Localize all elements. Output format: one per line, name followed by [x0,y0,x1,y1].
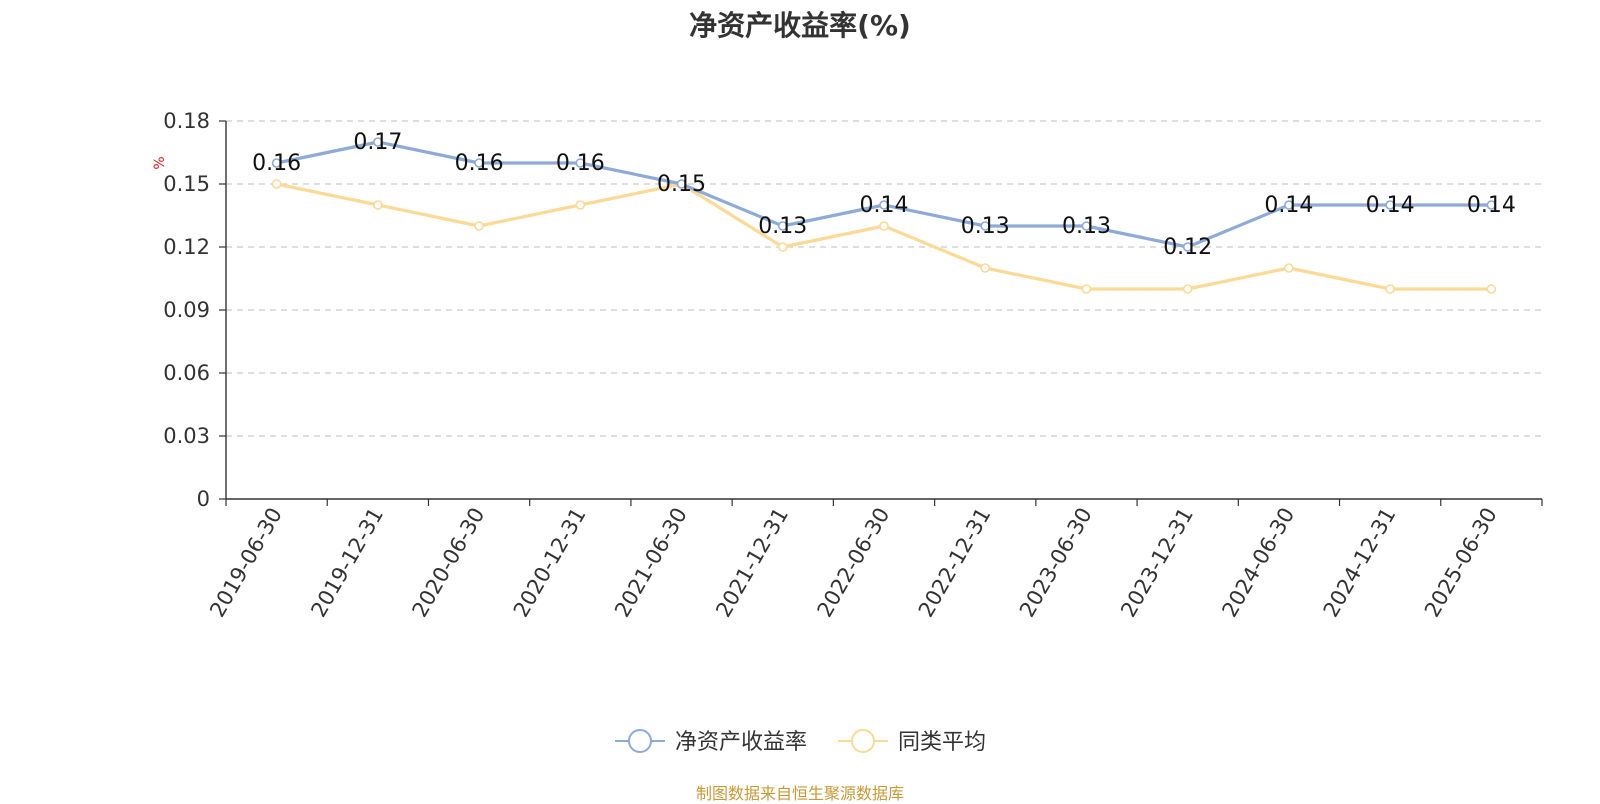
axes [219,120,1543,506]
x-tick-label: 2024-06-30 [1217,504,1299,622]
source-note: 制图数据来自恒生聚源数据库 [695,784,904,803]
data-label: 0.15 [657,172,706,197]
y-tick-label: 0.03 [163,424,210,448]
data-label: 0.16 [556,151,605,176]
legend-marker [851,729,875,753]
data-label: 0.13 [758,214,807,239]
data-label: 0.12 [1163,235,1212,260]
legend-label: 同类平均 [898,730,986,755]
data-point [879,221,889,231]
y-axis-label: % [152,156,168,169]
data-point [777,221,788,231]
x-tick-label: 2021-12-31 [711,504,793,622]
x-tick-label: 2019-12-31 [306,504,388,622]
data-point [980,263,991,273]
data-point [1081,284,1092,294]
y-tick-label: 0.18 [163,109,210,133]
y-tick-label: 0.09 [163,298,210,322]
x-tick-label: 2020-12-31 [509,504,591,622]
data-label: 0.13 [1062,214,1111,239]
data-point [879,200,889,210]
x-tick-label: 2025-06-30 [1420,504,1502,622]
data-point [1081,221,1092,231]
legend-label: 净资产收益率 [675,730,807,755]
data-label: 0.14 [1366,193,1415,218]
x-tick-label: 2020-06-30 [408,503,490,621]
data-label: 0.16 [455,151,504,176]
data-point [676,179,687,189]
data-point [474,221,484,231]
data-label: 0.16 [252,151,301,176]
y-tick-labels: 0 0.03 0.06 0.09 0.12 0.15 0.18 [163,109,210,511]
x-tick-labels: 2019-06-30 2019-12-31 2020-06-30 2020-12-31… [205,503,1502,621]
data-point [373,137,383,147]
data-point [373,200,383,210]
series-0 [271,137,1497,252]
legend-marker [628,729,652,753]
data-label: 0.14 [860,193,909,218]
legend-item-1[interactable]: 同类平均 [838,729,986,755]
x-tick-label: 2023-12-31 [1116,504,1198,622]
x-tick-label: 2019-06-30 [205,504,287,622]
series: 0.16 0.17 0.16 0.16 0.15 0.13 0.14 0.13 0.13 0.12… [252,130,1516,294]
x-tick-label: 2022-12-31 [914,503,996,621]
series-1 [271,179,1497,294]
legend[interactable]: 净资产收益率 同类平均 [615,729,986,755]
legend-item-0[interactable]: 净资产收益率 [615,729,807,755]
data-point [474,158,484,168]
data-label: 0.17 [353,130,402,155]
x-tick-label: 2022-06-30 [813,504,895,622]
data-point [271,179,282,189]
data-point [271,158,282,168]
data-point [1284,200,1294,210]
data-point [1182,242,1193,252]
data-point [1486,284,1497,294]
data-point [1182,284,1193,294]
x-tick-label: 2021-06-30 [610,504,692,622]
data-label: 0.13 [961,214,1010,239]
x-tick-label: 2023-06-30 [1015,504,1097,622]
y-tick-label: 0 [197,487,210,511]
data-point [1284,263,1294,273]
data-point [575,200,586,210]
data-point [1486,200,1497,210]
chart-title: 净资产收益率(%) [689,9,911,42]
y-tick-label: 0.06 [163,361,210,385]
data-point [777,242,788,252]
data-point [980,221,991,231]
data-label: 0.14 [1467,193,1516,218]
data-point [1385,200,1395,210]
data-point [575,158,586,168]
data-labels: 0.16 0.17 0.16 0.16 0.15 0.13 0.14 0.13 0.13 0.12… [252,130,1516,260]
y-tick-label: 0.15 [163,172,210,196]
data-point [1385,284,1395,294]
y-tick-label: 0.12 [163,235,210,259]
x-tick-label: 2024-12-31 [1319,504,1401,622]
data-label: 0.14 [1264,193,1313,218]
